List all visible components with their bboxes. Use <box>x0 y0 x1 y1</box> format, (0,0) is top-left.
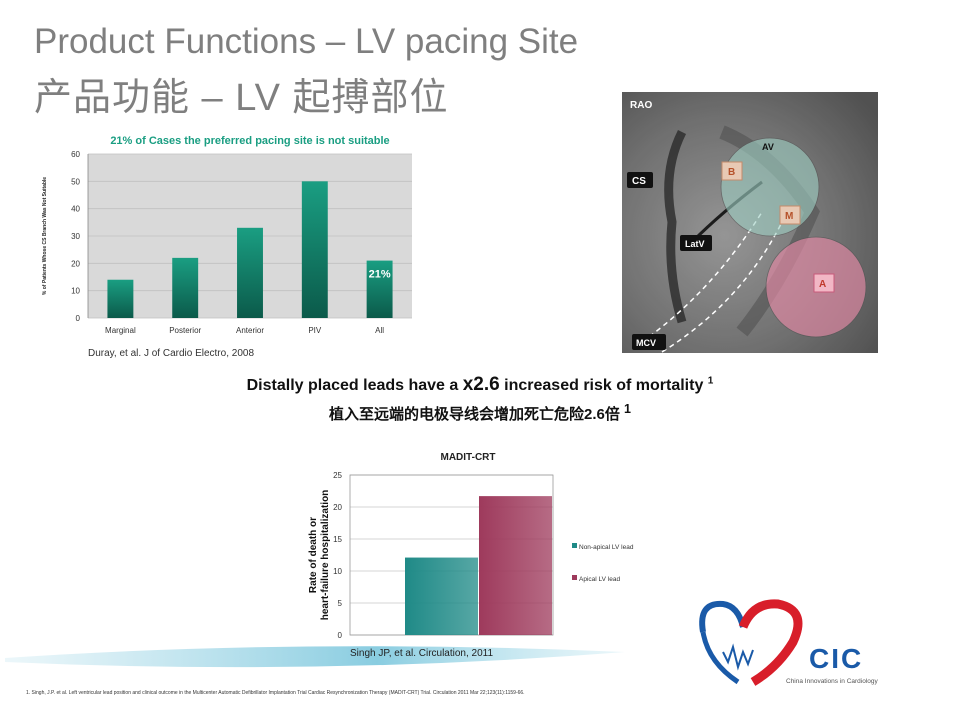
pacing-site-bar-chart: 21% of Cases the preferred pacing site i… <box>42 135 412 335</box>
decorative-swoosh <box>5 646 625 668</box>
chart1-ytick-label: 10 <box>71 287 80 296</box>
chart1-ytick-label: 50 <box>71 177 80 186</box>
chart1-ytick-label: 0 <box>76 314 81 323</box>
fluoroscopy-image: RAO CS AV B M LatV A MCV <box>622 92 878 353</box>
chart1-xtick-label: All <box>375 326 384 335</box>
chart1-bar-posterior <box>172 257 199 318</box>
label-mcv: MCV <box>636 338 656 348</box>
chart2-ytick-label: 15 <box>333 535 342 544</box>
chart2-legend-label: Non-apical LV lead <box>579 544 634 551</box>
label-a: A <box>819 279 826 290</box>
chart2-y-label-line2: heart-failure hospitalization <box>320 490 331 621</box>
headline-post: increased risk of mortality <box>499 377 708 394</box>
chart1-citation: Duray, et al. J of Cardio Electro, 2008 <box>88 348 255 359</box>
headline-cn-ref: 1 <box>624 402 631 416</box>
chart1-data-label: 21% <box>369 269 391 281</box>
label-latv: LatV <box>685 239 705 249</box>
chart2-legend-swatch <box>572 575 577 580</box>
chart1-ytick-label: 30 <box>71 232 80 241</box>
headline-cn-text: 植入至远端的电极导线会增加死亡危险2.6倍 <box>329 406 625 423</box>
footnote: 1. Singh, J.P. et al. Left ventricular l… <box>26 690 525 696</box>
headline-ref: 1 <box>707 375 714 387</box>
logo-red-curve <box>738 599 803 686</box>
label-rao: RAO <box>630 100 652 111</box>
headline-multiplier: x2.6 <box>462 374 500 395</box>
chart1-title: 21% of Cases the preferred pacing site i… <box>110 135 389 147</box>
chart1-bar-piv <box>301 181 328 318</box>
logo-subtitle: China Innovations in Cardiology <box>786 678 879 685</box>
chart2-ytick-label: 25 <box>333 471 342 480</box>
chart2-ytick-label: 10 <box>333 567 342 576</box>
chart1-bar-marginal <box>107 279 134 318</box>
chart2-ytick-label: 20 <box>333 503 342 512</box>
chart2-title: MADIT-CRT <box>441 452 496 463</box>
chart2-y-label-line1: Rate of death or <box>308 517 319 593</box>
catheter-shape <box>664 129 687 324</box>
chart1-bar-all <box>366 260 393 318</box>
logo-blue-curve <box>699 600 746 633</box>
chart2-bar-non-apical <box>405 557 478 635</box>
headline-cn: 植入至远端的电极导线会增加死亡危险2.6倍 1 <box>0 402 960 424</box>
chart1-xtick-label: Anterior <box>236 326 264 335</box>
chart1-xtick-label: Posterior <box>169 326 201 335</box>
logo-wordmark: CIC <box>809 643 863 674</box>
label-m: M <box>785 211 793 222</box>
label-av: AV <box>762 142 774 152</box>
chart2-legend-label: Apical LV lead <box>579 576 620 583</box>
chart2-ytick-label: 5 <box>338 599 343 608</box>
madit-crt-bar-chart: MADIT-CRT 0 5 10 15 20 25 Non-apical LV lead Api… <box>308 452 634 640</box>
chart2-ytick-label: 0 <box>338 631 343 640</box>
label-b: B <box>728 167 735 178</box>
region-circle-upper <box>720 137 820 237</box>
headline-en: Distally placed leads have a x2.6 increa… <box>0 374 960 396</box>
chart1-xtick-label: PIV <box>308 326 322 335</box>
headline-pre: Distally placed leads have a <box>246 377 463 394</box>
chart1-bar-anterior <box>237 227 263 318</box>
cic-logo: CIC China Innovations in Cardiology <box>699 599 879 686</box>
chart2-citation: Singh JP, et al. Circulation, 2011 <box>350 648 494 659</box>
chart1-y-label: % of Patients Whose CS Branch Was Not Su… <box>42 177 48 295</box>
chart2-bar-apical <box>479 496 552 635</box>
chart1-ytick-label: 20 <box>71 259 80 268</box>
label-cs: CS <box>632 176 646 187</box>
chart2-legend-swatch <box>572 543 577 548</box>
page-title: Product Functions – LV pacing Site <box>34 22 579 61</box>
page-subtitle-cn: 产品功能 – LV 起搏部位 <box>34 77 449 119</box>
chart1-xtick-label: Marginal <box>105 326 136 335</box>
chart1-ytick-label: 60 <box>71 150 80 159</box>
chart1-ytick-label: 40 <box>71 205 80 214</box>
